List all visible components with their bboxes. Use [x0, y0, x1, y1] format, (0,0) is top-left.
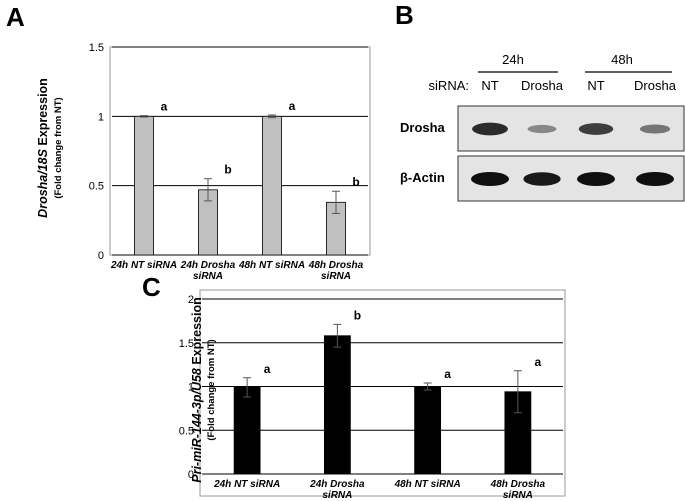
chart-a-y-tick-label: 0.5: [89, 181, 104, 193]
chart-c-y-ticks: 0 0.5 1 1.5 2: [179, 294, 194, 481]
panel-letter-a: A: [6, 2, 25, 32]
chart-a-significance-letter: b: [224, 163, 231, 177]
chart-c-y-tick-label: 1.5: [179, 338, 194, 350]
blot-band: [577, 172, 615, 186]
chart-a-bars: a b a b: [134, 99, 360, 256]
chart-c-y-tick-label: 0: [188, 469, 194, 481]
chart-a-significance-letter: a: [161, 100, 168, 114]
chart-c-y-label-sub: (Fold change from NT): [206, 339, 217, 440]
chart-a-y-ticks: 0 0.5 1 1.5: [89, 42, 104, 262]
chart-c-category-label: 24h NT siRNA: [213, 479, 280, 490]
chart-c-significance-letter: a: [535, 355, 542, 369]
chart-c-category-label: 48h NT siRNA: [394, 479, 461, 490]
chart-a-category-label: 24h Drosha siRNA: [180, 260, 236, 282]
blot-sirna-label: siRNA:: [429, 78, 469, 93]
blot-band: [636, 172, 674, 186]
chart-a-y-tick-label: 1.5: [89, 42, 104, 54]
chart-c-significance-letter: a: [264, 362, 271, 376]
panel-letter-c: C: [142, 272, 161, 302]
chart-a-y-axis-label: Drosha/18S Expression (Fold change from N…: [36, 78, 64, 218]
chart-a-y-label-main: Drosha/18S Expression: [36, 78, 50, 218]
chart-c-frame: [199, 289, 566, 497]
chart-a-category-label: 48h NT siRNA: [238, 260, 305, 271]
blot-lane-4-label: Drosha: [634, 78, 677, 93]
chart-a-significance-letter: a: [289, 99, 296, 113]
blot-lane-1-label: NT: [481, 78, 498, 93]
chart-c-gridlines: [202, 298, 563, 475]
chart-c-y-tick-label: 2: [188, 294, 194, 306]
chart-c-significance-letter: b: [354, 308, 361, 322]
chart-c-y-axis-label: Pri-miR-144-3p/U58 Expression(Fold chang…: [190, 297, 217, 483]
panel-letter-b: B: [395, 0, 414, 30]
blot-lane-2-label: Drosha: [521, 78, 564, 93]
blot-timepoint-48h: 48h: [611, 52, 633, 67]
chart-c-category-label: 24h Drosha siRNA: [309, 479, 365, 501]
blot-lane-3-label: NT: [587, 78, 604, 93]
chart-a-gridlines: [112, 46, 368, 256]
blot-row-actin-label: β-Actin: [400, 170, 445, 185]
blot-timepoint-24h: 24h: [502, 52, 524, 67]
chart-c-category-label: 48h Drosha siRNA: [490, 479, 546, 501]
chart-a-y-tick-label: 0: [98, 250, 104, 262]
blot-row-drosha-label: Drosha: [400, 120, 446, 135]
blot-band: [527, 124, 557, 134]
blot-band: [471, 172, 509, 186]
blot-band: [578, 123, 614, 135]
blot-band: [472, 122, 508, 136]
chart-a-significance-letter: b: [352, 175, 359, 189]
blot-band: [639, 124, 671, 134]
chart-a-category-label: 24h NT siRNA: [110, 260, 177, 271]
chart-c-y-tick-label: 1: [188, 382, 194, 394]
chart-c-bars: a b a a: [233, 308, 542, 475]
chart-c-bar: [414, 386, 442, 475]
blot-band: [523, 172, 561, 186]
chart-a-category-label: 48h Drosha siRNA: [308, 260, 364, 282]
chart-c-bar: [233, 386, 261, 475]
chart-a-bar: [262, 115, 282, 256]
chart-c-y-label-main: Pri-miR-144-3p/U58 Expression: [190, 297, 204, 483]
western-blot: 24h 48h siRNA: NT Drosha NT Drosha Drosh…: [400, 52, 685, 202]
chart-c-significance-letter: a: [444, 367, 451, 381]
chart-a: a b a b 0 0.5 1 1.5 24h NT siRNA 24h Drosha siRN…: [36, 42, 371, 282]
chart-c-categories: 24h NT siRNA 24h Drosha siRNA 48h NT siRNA 4…: [213, 479, 545, 501]
blot-row-drosha-bands: [472, 122, 671, 136]
chart-c-bar: [323, 335, 351, 475]
chart-a-y-label-sub: (Fold change from NT): [53, 97, 64, 198]
chart-a-bar: [134, 115, 154, 256]
chart-c-y-tick-label: 0.5: [179, 425, 194, 437]
chart-c: a b a a 0 0.5 1 1.5 2 24h NT siRNA 24h Drosha siR…: [179, 289, 566, 501]
chart-a-y-tick-label: 1: [98, 111, 104, 123]
blot-row-actin-bands: [471, 172, 674, 186]
